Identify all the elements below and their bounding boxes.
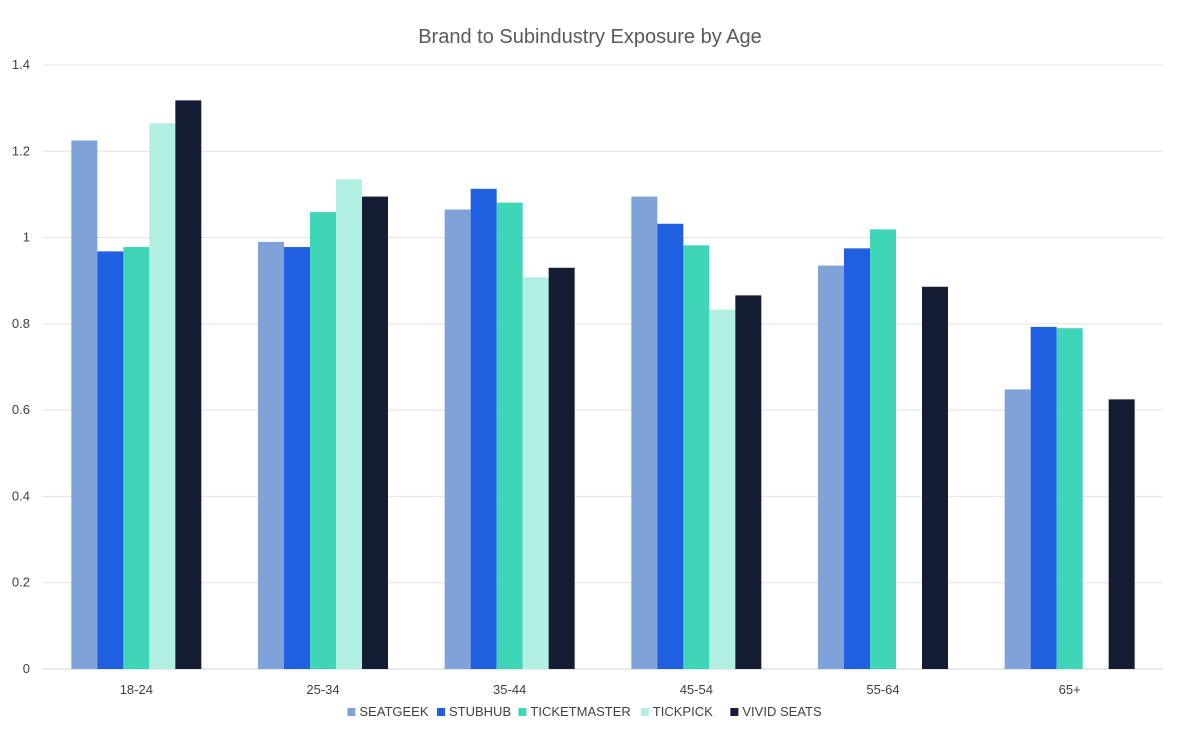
bar-stubhub-25-34 [284, 247, 310, 669]
bar-vivid-seats-65plus [1108, 399, 1135, 669]
bar-stubhub-35-44 [470, 188, 497, 669]
legend-label-vivid-seats: VIVID SEATS [742, 704, 822, 719]
x-tick-label: 18-24 [120, 682, 153, 697]
bar-tickpick-35-44 [522, 277, 549, 669]
bar-ticketmaster-55-64 [870, 229, 896, 670]
legend-swatch-stubhub [437, 708, 445, 716]
x-tick-label: 35-44 [493, 682, 526, 697]
bar-vivid-seats-55-64 [922, 286, 948, 669]
x-tick-label: 25-34 [306, 682, 339, 697]
bar-seatgeek-65plus [1004, 389, 1031, 669]
x-tick-label: 65+ [1059, 682, 1081, 697]
legend-label-seatgeek: SEATGEEK [359, 704, 428, 719]
bar-ticketmaster-35-44 [496, 202, 523, 669]
y-tick-label: 1 [23, 230, 30, 245]
bar-vivid-seats-35-44 [548, 267, 575, 669]
legend-swatch-vivid-seats [730, 708, 739, 716]
x-tick-label: 55-64 [866, 682, 899, 697]
y-tick-label: 1.2 [12, 143, 30, 158]
legend-label-ticketmaster: TICKETMASTER [530, 704, 630, 719]
legend-label-tickpick: TICKPICK [653, 704, 713, 719]
legend-swatch-tickpick [640, 708, 649, 716]
legend: SEATGEEK STUBHUB TICKETMASTER TICKPICK VIVID… [347, 704, 822, 719]
bar-seatgeek-18-24 [71, 140, 98, 669]
bar-vivid-seats-45-54 [735, 295, 762, 669]
y-tick-label: 0.2 [12, 575, 30, 590]
bar-ticketmaster-65plus [1056, 328, 1083, 669]
legend-swatch-ticketmaster [518, 708, 527, 716]
bar-stubhub-18-24 [97, 251, 124, 669]
bar-vivid-seats-25-34 [362, 196, 388, 670]
bar-stubhub-45-54 [657, 223, 684, 669]
legend-label-stubhub: STUBHUB [449, 704, 511, 719]
bar-seatgeek-35-44 [444, 209, 471, 669]
y-tick-label: 0.4 [12, 488, 30, 503]
gridlines [43, 64, 1163, 670]
bar-ticketmaster-18-24 [123, 247, 150, 669]
legend-swatch-seatgeek [347, 708, 356, 716]
bars [71, 100, 1135, 670]
bar-seatgeek-25-34 [258, 241, 284, 669]
bar-tickpick-45-54 [709, 309, 736, 669]
bar-vivid-seats-18-24 [175, 100, 202, 670]
bar-stubhub-65plus [1030, 326, 1057, 669]
y-axis-ticks: 0 0.2 0.4 0.6 0.8 1 1.2 1.4 [12, 57, 30, 676]
y-tick-label: 0.6 [12, 402, 30, 417]
x-tick-label: 45-54 [680, 682, 713, 697]
bar-tickpick-25-34 [336, 179, 362, 670]
y-tick-label: 0 [23, 661, 30, 676]
bar-tickpick-18-24 [149, 123, 176, 669]
bar-seatgeek-45-54 [631, 196, 658, 670]
bar-seatgeek-55-64 [818, 265, 844, 669]
x-axis-ticks: 18-24 25-34 35-44 45-54 55-64 65+ [120, 682, 1081, 697]
bar-stubhub-55-64 [844, 248, 870, 669]
y-tick-label: 1.4 [12, 57, 30, 72]
bar-ticketmaster-45-54 [683, 245, 710, 669]
bar-ticketmaster-25-34 [310, 212, 336, 670]
chart-title: Brand to Subindustry Exposure by Age [418, 26, 762, 48]
y-tick-label: 0.8 [12, 316, 30, 331]
